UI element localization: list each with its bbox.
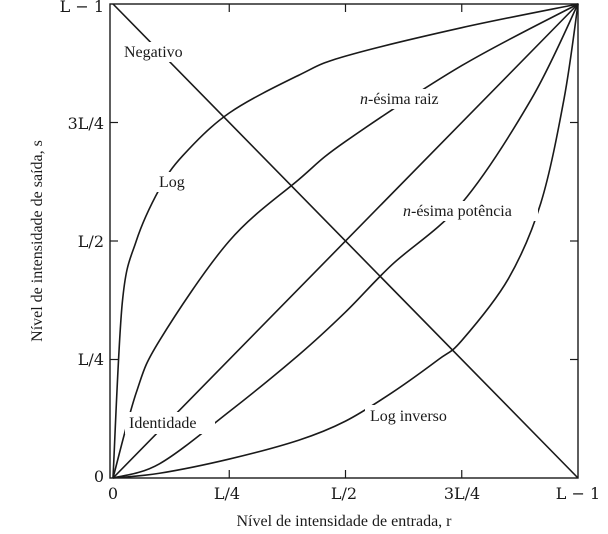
series-nesima-potencia-line [112, 3, 579, 479]
y-tick-label-l2: L/2 [78, 232, 104, 251]
series-identidade-line [112, 3, 579, 479]
x-axis-title: Nível de intensidade de entrada, r [236, 513, 452, 530]
raiz-label: n-ésima raiz [360, 91, 439, 108]
potencia-label: n-ésima potência [403, 203, 512, 220]
x-tick-label-0: 0 [108, 484, 118, 503]
log-label-bg [155, 172, 195, 192]
identidade-label: Identidade [129, 415, 197, 432]
y-tick-label-l-1: L − 1 [60, 0, 104, 16]
x-tick-label-l4: L/4 [214, 484, 240, 503]
log-inverso-label-bg [365, 405, 463, 425]
negativo-label-bg [119, 42, 195, 62]
x-tick-label-l2: L/2 [331, 484, 357, 503]
potencia-label-bg [398, 201, 538, 221]
identidade-label-bg [125, 412, 215, 434]
series-nesima-raiz-line [112, 3, 579, 479]
raiz-label-bg [355, 89, 467, 109]
log-label: Log [159, 174, 185, 191]
log-inverso-label: Log inverso [370, 408, 447, 425]
negativo-label: Negativo [124, 44, 183, 61]
y-tick-label-l4: L/4 [78, 350, 104, 369]
y-tick-label-3l4: 3L/4 [68, 114, 104, 133]
y-axis-title: Nível de intensidade de saída, s [29, 140, 46, 342]
series-log-line [112, 3, 579, 479]
y-tick-label-0: 0 [94, 467, 104, 486]
x-tick-label-3l4: 3L/4 [444, 484, 480, 503]
series-log-inverso-line [112, 3, 579, 479]
tick-marks [110, 4, 578, 478]
x-tick-label-l-1: L − 1 [556, 484, 600, 503]
